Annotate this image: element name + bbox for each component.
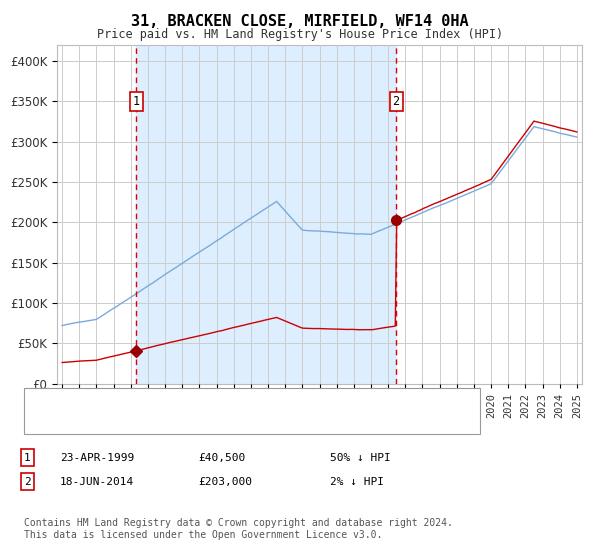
Text: £203,000: £203,000: [198, 477, 252, 487]
Text: 50% ↓ HPI: 50% ↓ HPI: [330, 452, 391, 463]
Text: Contains HM Land Registry data © Crown copyright and database right 2024.
This d: Contains HM Land Registry data © Crown c…: [24, 518, 453, 540]
Text: HPI: Average price, detached house, Kirklees: HPI: Average price, detached house, Kirk…: [69, 418, 344, 427]
Text: 31, BRACKEN CLOSE, MIRFIELD, WF14 0HA: 31, BRACKEN CLOSE, MIRFIELD, WF14 0HA: [131, 14, 469, 29]
Text: 31, BRACKEN CLOSE, MIRFIELD, WF14 0HA (detached house): 31, BRACKEN CLOSE, MIRFIELD, WF14 0HA (d…: [69, 396, 407, 406]
Text: 1: 1: [133, 95, 140, 108]
Text: 2% ↓ HPI: 2% ↓ HPI: [330, 477, 384, 487]
Text: 2: 2: [392, 95, 400, 108]
Text: 2: 2: [24, 477, 31, 487]
Text: 23-APR-1999: 23-APR-1999: [60, 452, 134, 463]
Text: Price paid vs. HM Land Registry's House Price Index (HPI): Price paid vs. HM Land Registry's House …: [97, 28, 503, 41]
Text: £40,500: £40,500: [198, 452, 245, 463]
Text: 1: 1: [24, 452, 31, 463]
Bar: [136, 45, 396, 384]
Text: 18-JUN-2014: 18-JUN-2014: [60, 477, 134, 487]
